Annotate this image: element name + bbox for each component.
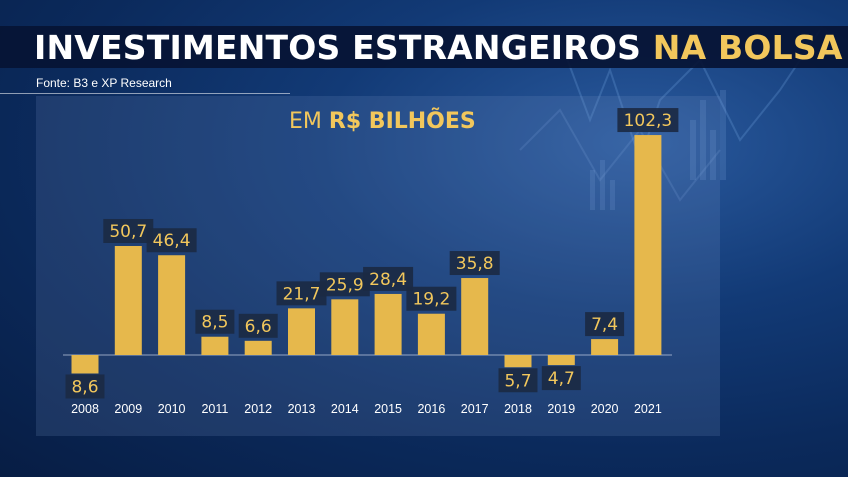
data-label: 25,9	[326, 275, 364, 295]
data-label: 19,2	[412, 290, 450, 310]
data-label-box	[363, 266, 414, 291]
bar	[114, 245, 142, 355]
data-label-box	[498, 368, 538, 393]
data-label-box	[449, 251, 500, 276]
data-label-box	[585, 312, 625, 337]
bar	[158, 255, 186, 355]
chart-panel	[36, 96, 720, 436]
bar	[374, 293, 402, 355]
x-tick-label: 2020	[591, 402, 619, 416]
bar	[634, 135, 662, 355]
x-tick-label: 2021	[634, 402, 662, 416]
data-label: 7,4	[591, 315, 618, 335]
data-label: 46,4	[153, 231, 191, 251]
data-label-box	[541, 366, 581, 391]
unit-bold: R$ BILHÕES	[328, 109, 476, 134]
data-label: 8,5	[201, 313, 228, 333]
bar	[244, 340, 272, 355]
bar	[331, 299, 359, 355]
data-label-box	[238, 313, 278, 338]
data-label-box	[195, 309, 235, 334]
source-divider	[0, 93, 290, 94]
bar	[461, 278, 489, 355]
data-label: 21,7	[283, 284, 321, 304]
x-tick-label: 2014	[331, 402, 359, 416]
title-main: INVESTIMENTOS ESTRANGEIROS	[34, 28, 642, 67]
data-label: 4,7	[548, 369, 575, 389]
chart-subtitle: EM R$ BILHÕES	[289, 109, 476, 134]
data-label: 102,3	[624, 111, 673, 131]
title-bar	[0, 26, 848, 68]
x-tick-label: 2016	[417, 402, 445, 416]
x-tick-label: 2019	[547, 402, 575, 416]
x-tick-label: 2013	[288, 402, 316, 416]
bar	[71, 355, 99, 374]
data-label: 8,6	[71, 377, 98, 397]
chart-title: INVESTIMENTOS ESTRANGEIROS NA BOLSA	[34, 26, 843, 68]
bar	[547, 355, 575, 366]
data-label-box	[103, 218, 154, 243]
x-tick-label: 2015	[374, 402, 402, 416]
x-tick-label: 2017	[461, 402, 489, 416]
unit-prefix: EM	[289, 109, 322, 134]
data-label: 35,8	[456, 254, 494, 274]
data-label-box	[406, 286, 457, 311]
x-tick-label: 2018	[504, 402, 532, 416]
data-label-box	[146, 228, 197, 253]
data-label: 50,7	[109, 222, 147, 242]
x-tick-label: 2010	[158, 402, 186, 416]
bar	[591, 339, 619, 355]
data-label: 28,4	[369, 270, 407, 290]
bar	[504, 355, 532, 368]
x-tick-label: 2009	[114, 402, 142, 416]
bar	[417, 313, 445, 355]
data-label-box	[276, 281, 327, 306]
data-label: 6,6	[245, 317, 272, 337]
data-label-box	[65, 374, 105, 399]
x-tick-label: 2011	[201, 402, 228, 416]
data-label-box	[319, 272, 370, 297]
bar	[288, 308, 315, 355]
data-label: 5,7	[504, 371, 531, 391]
data-label-box	[617, 108, 679, 133]
x-tick-label: 2012	[244, 402, 272, 416]
source-note: Fonte: B3 e XP Research	[36, 76, 172, 90]
title-accent: NA BOLSA	[652, 28, 843, 67]
x-tick-label: 2008	[71, 402, 99, 416]
bar	[201, 336, 229, 355]
